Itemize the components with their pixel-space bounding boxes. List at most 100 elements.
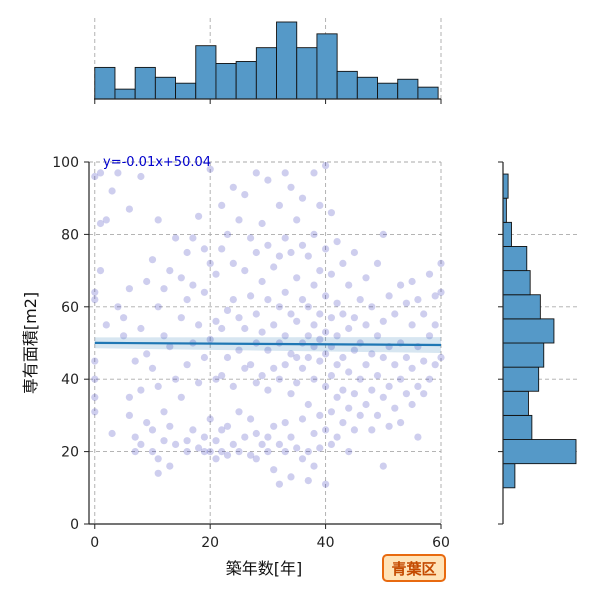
scatter-point — [322, 350, 330, 358]
scatter-point — [241, 364, 249, 372]
scatter-point — [258, 277, 266, 286]
x-tick-label: 40 — [317, 535, 335, 551]
y-tick-label: 100 — [52, 155, 79, 171]
scatter-point — [154, 382, 162, 390]
scatter-point — [408, 364, 416, 372]
scatter-point — [223, 306, 232, 314]
scatter-point — [304, 400, 312, 409]
scatter-point — [345, 448, 353, 456]
scatter-point — [241, 191, 249, 199]
scatter-point — [177, 393, 185, 401]
scatter-point — [425, 332, 434, 340]
scatter-point — [154, 455, 162, 463]
scatter-point — [183, 361, 191, 369]
scatter-point — [195, 321, 203, 329]
top-hist-bar — [316, 33, 338, 100]
scatter-point — [281, 169, 289, 177]
scatter-point — [402, 299, 410, 307]
scatter-point — [327, 440, 335, 448]
scatter-points — [91, 162, 445, 488]
scatter-point — [281, 361, 289, 369]
scatter-point — [264, 433, 272, 441]
y-tick-label: 80 — [61, 227, 79, 243]
scatter-point — [96, 169, 105, 177]
scatter-point — [333, 332, 341, 340]
top-hist-bar — [417, 86, 439, 100]
scatter-point — [425, 375, 434, 383]
scatter-point — [241, 324, 249, 333]
scatter-point — [298, 415, 307, 423]
scatter-point — [247, 292, 255, 300]
scatter-point — [345, 281, 353, 289]
scatter-point — [131, 448, 139, 456]
top-hist-bar — [336, 70, 358, 100]
scatter-point — [287, 473, 295, 481]
scatter-point — [241, 267, 249, 275]
scatter-point — [420, 390, 428, 398]
scatter-point — [270, 364, 278, 372]
scatter-point — [189, 234, 197, 242]
scatter-point — [223, 230, 232, 238]
scatter-point — [102, 321, 110, 329]
scatter-point — [189, 426, 197, 434]
scatter-point — [252, 248, 260, 257]
scatter-point — [287, 390, 295, 398]
scatter-point — [333, 433, 341, 441]
scatter-point — [368, 350, 376, 358]
scatter-point — [235, 408, 243, 416]
scatter-point — [304, 303, 312, 311]
scatter-point — [218, 372, 226, 380]
scatter-point — [362, 361, 370, 369]
scatter-point — [96, 267, 105, 275]
scatter-point — [362, 274, 370, 282]
scatter-point — [91, 357, 99, 365]
scatter-point — [368, 426, 376, 434]
scatter-point — [177, 314, 185, 322]
main-scatter-plot: 0 20 40 60 0 20 40 60 80 100 — [52, 155, 450, 551]
scatter-point — [304, 477, 312, 485]
scatter-point — [183, 437, 191, 445]
y-tick-label: 20 — [61, 445, 79, 461]
scatter-point — [91, 393, 99, 401]
scatter-point — [160, 285, 168, 293]
scatter-point — [414, 296, 422, 304]
top-hist-bar — [397, 78, 419, 100]
scatter-point — [235, 216, 243, 224]
scatter-point — [270, 466, 278, 474]
scatter-point — [229, 296, 237, 304]
scatter-point — [379, 353, 387, 362]
scatter-point — [356, 296, 364, 304]
scatter-point — [183, 248, 191, 257]
scatter-point — [310, 429, 318, 438]
scatter-point — [252, 169, 260, 177]
top-hist-bar — [215, 63, 237, 100]
scatter-point — [218, 245, 226, 253]
scatter-point — [310, 375, 318, 383]
scatter-point — [91, 172, 99, 181]
scatter-point — [137, 440, 145, 448]
scatter-point — [252, 429, 260, 438]
y-tick-label: 40 — [61, 372, 79, 388]
scatter-point — [322, 162, 330, 170]
scatter-point — [148, 426, 157, 434]
scatter-point — [229, 382, 237, 390]
right-hist-bar — [502, 221, 512, 247]
top-hist-bar — [175, 82, 197, 100]
scatter-point — [195, 379, 203, 387]
scatter-point — [172, 234, 180, 242]
regression-line — [94, 341, 442, 347]
right-hist-bar — [502, 414, 533, 440]
scatter-point — [206, 259, 214, 267]
scatter-point — [218, 324, 226, 333]
scatter-point — [350, 248, 358, 257]
top-hist-bar — [356, 76, 378, 100]
scatter-point — [408, 400, 416, 409]
scatter-point — [143, 350, 151, 358]
x-tick-label: 0 — [90, 535, 99, 551]
region-badge: 青葉区 — [382, 554, 446, 582]
scatter-point — [258, 372, 266, 380]
top-hist-bar — [296, 47, 318, 100]
scatter-point — [350, 346, 358, 354]
